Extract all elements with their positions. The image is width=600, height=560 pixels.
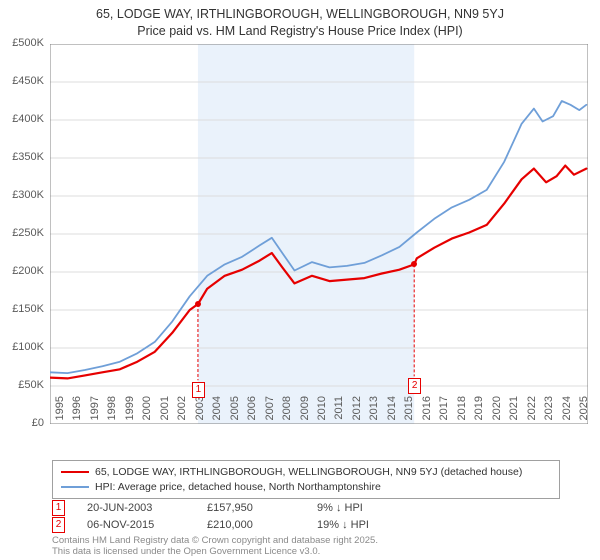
x-tick-label: 2015 — [403, 396, 415, 436]
transaction-marker-2: 2 — [52, 517, 65, 533]
marker-box: 1 — [192, 382, 205, 398]
y-tick-label: £250K — [2, 227, 44, 239]
x-tick-label: 2000 — [141, 396, 153, 436]
chart-area: £0£50K£100K£150K£200K£250K£300K£350K£400… — [50, 44, 588, 424]
transaction-date: 06-NOV-2015 — [87, 519, 207, 531]
marker-box: 2 — [408, 378, 421, 394]
legend-label-hpi: HPI: Average price, detached house, Nort… — [95, 480, 381, 495]
y-tick-label: £450K — [2, 75, 44, 87]
y-tick-label: £350K — [2, 151, 44, 163]
x-tick-label: 2009 — [299, 396, 311, 436]
footer-attribution: Contains HM Land Registry data © Crown c… — [52, 536, 378, 558]
legend-row: HPI: Average price, detached house, Nort… — [61, 480, 551, 495]
title-line-2: Price paid vs. HM Land Registry's House … — [0, 23, 600, 40]
x-tick-label: 2002 — [176, 396, 188, 436]
x-tick-label: 1997 — [89, 396, 101, 436]
y-tick-label: £200K — [2, 265, 44, 277]
y-tick-label: £100K — [2, 341, 44, 353]
y-tick-label: £500K — [2, 37, 44, 49]
chart-svg — [50, 44, 588, 424]
x-tick-label: 2004 — [211, 396, 223, 436]
legend-box: 65, LODGE WAY, IRTHLINGBOROUGH, WELLINGB… — [52, 460, 560, 499]
x-tick-label: 1998 — [106, 396, 118, 436]
x-tick-label: 1995 — [54, 396, 66, 436]
x-tick-label: 2005 — [229, 396, 241, 436]
x-tick-label: 2014 — [386, 396, 398, 436]
x-tick-label: 2012 — [351, 396, 363, 436]
transaction-date: 20-JUN-2003 — [87, 502, 207, 514]
x-tick-label: 2016 — [421, 396, 433, 436]
x-tick-label: 2017 — [438, 396, 450, 436]
chart-container: 65, LODGE WAY, IRTHLINGBOROUGH, WELLINGB… — [0, 0, 600, 560]
title-line-1: 65, LODGE WAY, IRTHLINGBOROUGH, WELLINGB… — [0, 6, 600, 23]
x-tick-label: 2021 — [508, 396, 520, 436]
y-tick-label: £300K — [2, 189, 44, 201]
x-tick-label: 2008 — [281, 396, 293, 436]
x-tick-label: 2013 — [368, 396, 380, 436]
transaction-row: 2 06-NOV-2015 £210,000 19% ↓ HPI — [52, 516, 369, 533]
y-tick-label: £0 — [2, 417, 44, 429]
x-tick-label: 2018 — [456, 396, 468, 436]
legend-swatch-price — [61, 471, 89, 473]
transaction-delta: 9% ↓ HPI — [317, 502, 363, 514]
marker-dot — [195, 301, 201, 307]
transaction-row: 1 20-JUN-2003 £157,950 9% ↓ HPI — [52, 499, 369, 516]
legend-row: 65, LODGE WAY, IRTHLINGBOROUGH, WELLINGB… — [61, 465, 551, 480]
transaction-price: £210,000 — [207, 519, 317, 531]
x-tick-label: 2020 — [491, 396, 503, 436]
x-tick-label: 2001 — [159, 396, 171, 436]
legend-label-price: 65, LODGE WAY, IRTHLINGBOROUGH, WELLINGB… — [95, 465, 522, 480]
x-tick-label: 1999 — [124, 396, 136, 436]
transaction-marker-1: 1 — [52, 500, 65, 516]
footer-line-2: This data is licensed under the Open Gov… — [52, 547, 378, 558]
x-tick-label: 2003 — [194, 396, 206, 436]
y-tick-label: £400K — [2, 113, 44, 125]
x-tick-label: 2023 — [543, 396, 555, 436]
y-tick-label: £50K — [2, 379, 44, 391]
x-tick-label: 2007 — [264, 396, 276, 436]
transactions-block: 1 20-JUN-2003 £157,950 9% ↓ HPI 2 06-NOV… — [52, 499, 369, 533]
x-tick-label: 1996 — [71, 396, 83, 436]
legend-swatch-hpi — [61, 486, 89, 488]
transaction-price: £157,950 — [207, 502, 317, 514]
transaction-delta: 19% ↓ HPI — [317, 519, 369, 531]
x-tick-label: 2025 — [578, 396, 590, 436]
x-tick-label: 2011 — [333, 396, 345, 436]
x-tick-label: 2006 — [246, 396, 258, 436]
y-tick-label: £150K — [2, 303, 44, 315]
x-tick-label: 2024 — [561, 396, 573, 436]
x-tick-label: 2010 — [316, 396, 328, 436]
x-tick-label: 2022 — [526, 396, 538, 436]
title-block: 65, LODGE WAY, IRTHLINGBOROUGH, WELLINGB… — [0, 0, 600, 40]
x-tick-label: 2019 — [473, 396, 485, 436]
